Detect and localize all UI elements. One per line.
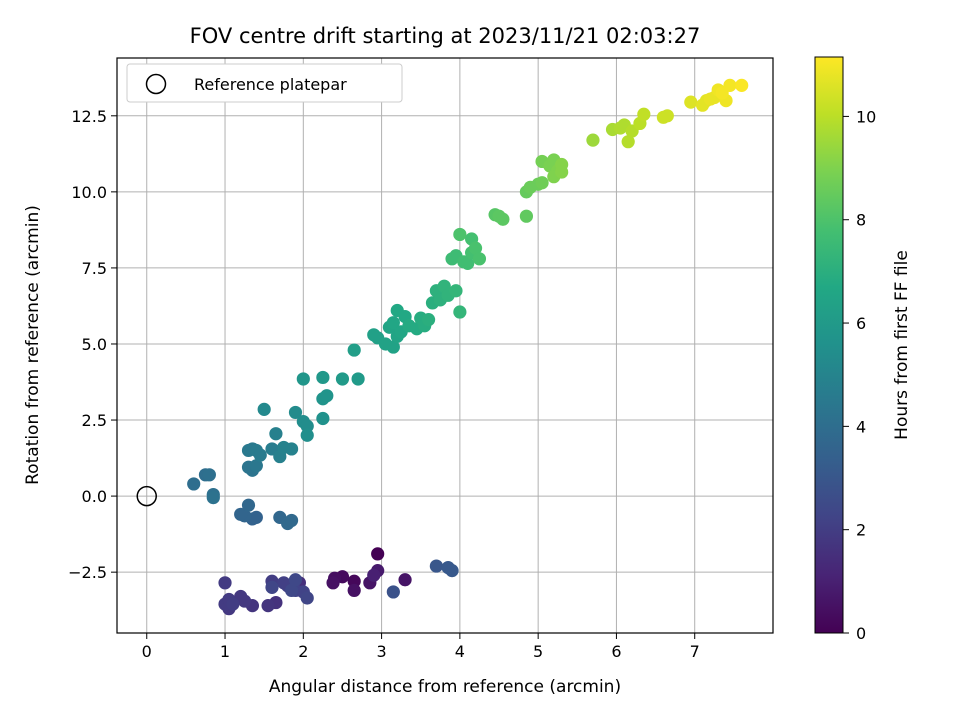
grid-lines [117, 58, 773, 633]
data-point [300, 419, 314, 433]
x-axis-ticks: 0 1 2 3 4 5 6 7 [142, 633, 700, 661]
y-axis-ticks: −2.5 0.0 2.5 5.0 7.5 10.0 12.5 [68, 107, 117, 582]
colorbar-gradient [814, 56, 844, 634]
data-points [136, 78, 749, 616]
data-point [347, 343, 361, 357]
chart-title: FOV centre drift starting at 2023/11/21 … [190, 24, 701, 48]
data-point [398, 573, 412, 587]
x-tick-label: 5 [533, 642, 543, 661]
legend-entry-reference: Reference platepar [194, 75, 347, 94]
data-point [202, 468, 216, 482]
y-tick-label: 10.0 [71, 183, 107, 202]
data-point [249, 459, 263, 473]
data-point [347, 574, 361, 588]
colorbar-tick-label: 8 [856, 211, 866, 230]
data-point [519, 209, 534, 223]
data-point [390, 303, 404, 318]
data-point [386, 340, 400, 354]
data-point [555, 165, 569, 179]
data-point [461, 256, 475, 270]
data-point [284, 513, 299, 528]
data-point [234, 507, 248, 521]
legend-marker-icon [145, 73, 167, 95]
x-tick-label: 7 [690, 642, 700, 661]
x-tick-label: 6 [611, 642, 621, 661]
data-point [316, 370, 330, 385]
colorbar-tick-label: 2 [856, 521, 866, 540]
data-point [586, 133, 600, 147]
colorbar-tick-label: 0 [856, 624, 866, 643]
data-point [429, 559, 443, 573]
x-tick-label: 3 [376, 642, 386, 661]
colorbar: 0 2 4 6 8 10 Hours from first FF file [814, 56, 912, 643]
data-point [288, 573, 303, 587]
data-point [257, 402, 271, 416]
data-point [253, 448, 267, 462]
data-point [226, 597, 240, 611]
data-point [421, 313, 436, 327]
data-point [265, 580, 279, 594]
data-point [453, 227, 467, 242]
data-point [288, 405, 303, 420]
x-axis-label: Angular distance from reference (arcmin) [269, 677, 621, 697]
data-point [300, 591, 314, 605]
data-point [284, 583, 299, 598]
data-point [386, 585, 400, 599]
reference-point-marker [136, 485, 157, 507]
data-point [241, 498, 256, 512]
data-point [335, 372, 350, 386]
data-point [261, 599, 275, 613]
data-point [367, 568, 381, 582]
data-point [218, 576, 232, 590]
x-tick-label: 2 [298, 642, 308, 661]
data-point [187, 477, 201, 491]
data-point [621, 135, 635, 149]
x-tick-label: 4 [455, 642, 465, 661]
data-point [723, 78, 737, 92]
y-tick-label: 5.0 [82, 335, 107, 354]
data-point [449, 284, 463, 298]
data-point [472, 252, 487, 266]
legend: Reference platepar [126, 63, 403, 103]
data-point [735, 78, 749, 92]
data-point [496, 212, 510, 226]
data-point [206, 491, 220, 505]
legend-box [126, 63, 403, 103]
y-tick-label: 7.5 [82, 259, 107, 278]
data-point [453, 305, 467, 319]
data-point [284, 442, 299, 456]
data-point [316, 411, 330, 426]
data-point [296, 372, 310, 386]
plot-frame [116, 57, 774, 634]
data-point [660, 109, 674, 123]
colorbar-tick-label: 4 [856, 417, 866, 436]
data-point [320, 389, 334, 403]
data-point [371, 547, 385, 561]
data-point [468, 241, 483, 255]
y-tick-label: 2.5 [82, 411, 107, 430]
y-tick-label: 0.0 [82, 487, 107, 506]
y-axis-label: Rotation from reference (arcmin) [23, 205, 43, 485]
x-tick-label: 0 [142, 642, 152, 661]
data-point [269, 427, 283, 441]
colorbar-label: Hours from first FF file [892, 250, 912, 440]
data-point [637, 107, 651, 121]
colorbar-tick-label: 6 [856, 314, 866, 333]
data-point [445, 564, 459, 578]
colorbar-tick-label: 10 [856, 107, 876, 126]
data-point [386, 316, 400, 330]
x-tick-label: 1 [220, 642, 230, 661]
colorbar-ticks: 0 2 4 6 8 10 [843, 107, 876, 643]
data-point [326, 576, 340, 590]
data-point [351, 372, 365, 386]
y-tick-label: 12.5 [71, 107, 107, 126]
data-point [684, 95, 698, 109]
data-point [535, 176, 549, 190]
y-tick-label: −2.5 [68, 563, 107, 582]
data-point [347, 583, 361, 598]
data-point [300, 428, 314, 442]
